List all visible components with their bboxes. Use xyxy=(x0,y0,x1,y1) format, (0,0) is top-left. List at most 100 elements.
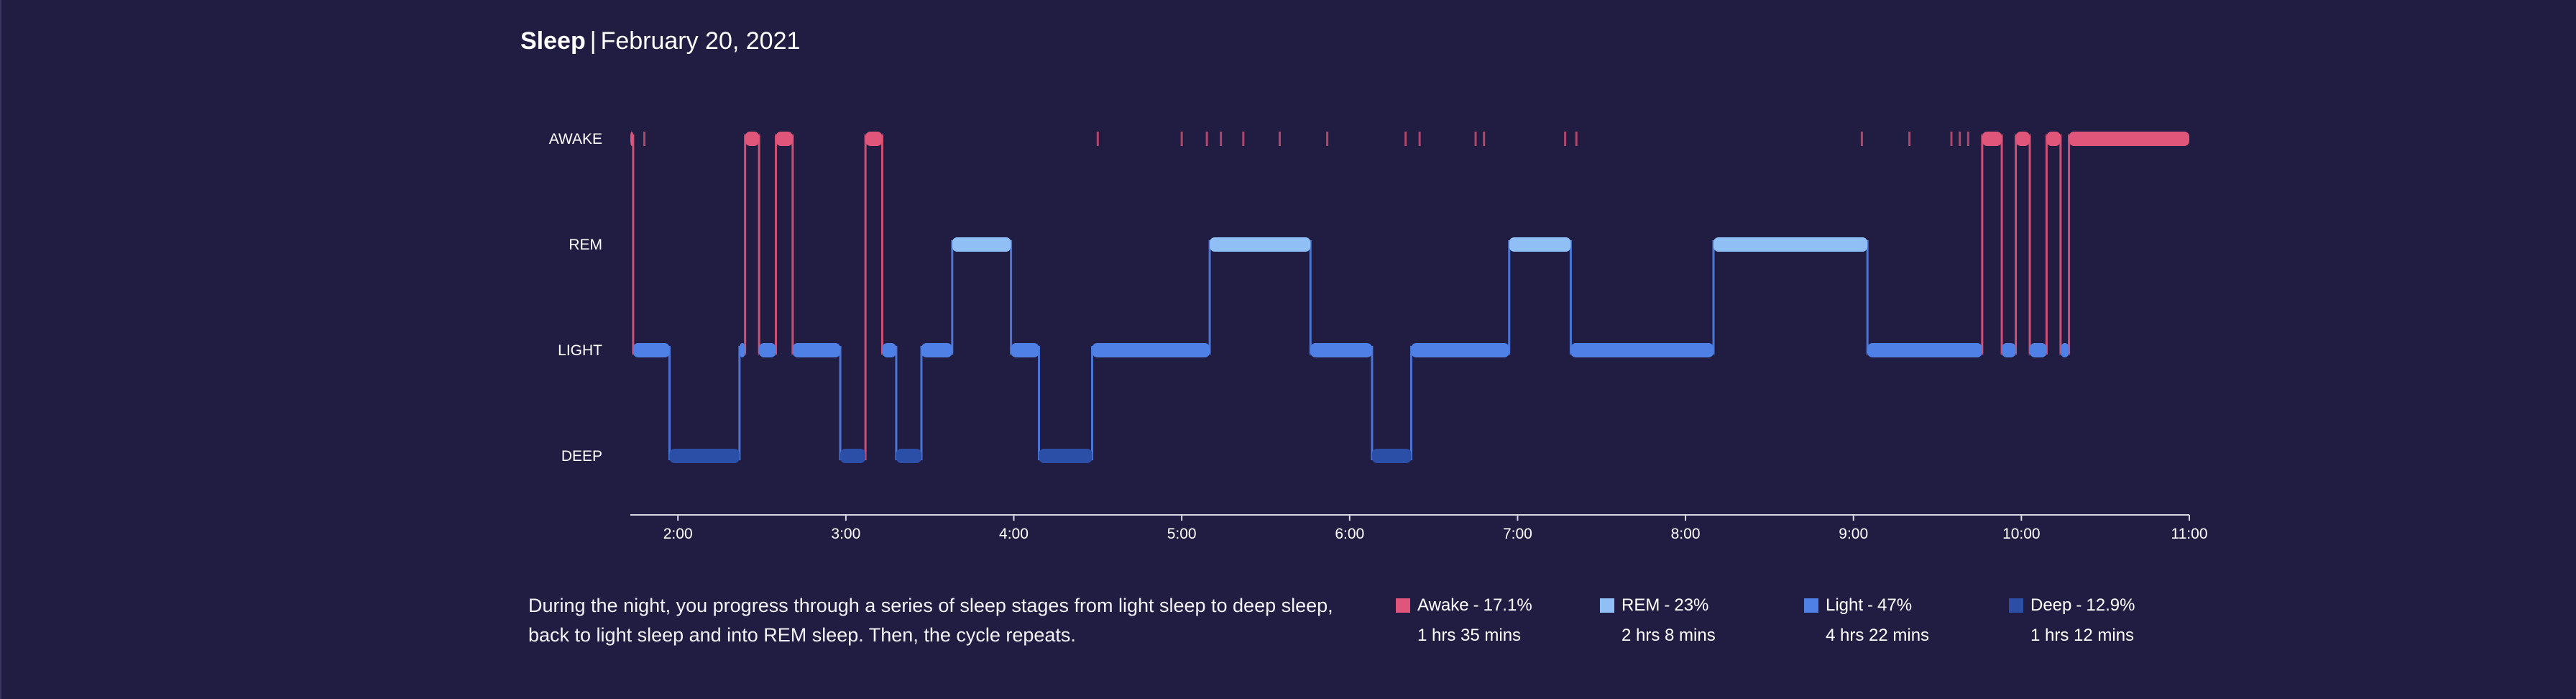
stage-transition xyxy=(951,240,954,355)
page-title: Sleep | February 20, 2021 xyxy=(520,27,800,55)
segment-light xyxy=(759,343,776,357)
brief-awakening-mark xyxy=(1950,132,1953,146)
sleep-stage-chart: AWAKE REM LIGHT DEEP 2:00 3:00 4:00 5:00 6:00 7:… xyxy=(549,131,2208,542)
x-tick-label: 11:00 xyxy=(2171,526,2208,542)
stage-label-rem: REM xyxy=(569,237,602,253)
brief-awakening-mark xyxy=(1908,132,1911,146)
brief-awakening-mark xyxy=(643,132,645,146)
legend-name: Light xyxy=(1826,595,1864,615)
brief-awakening-mark xyxy=(1575,132,1578,146)
legend-row: Light -47% xyxy=(1804,595,1991,616)
segment-awake xyxy=(2069,132,2189,146)
segment-rem xyxy=(952,237,1011,252)
stage-transition xyxy=(1309,240,1312,355)
stage-transition xyxy=(668,346,671,460)
segment-light xyxy=(1310,343,1372,357)
segment-rem xyxy=(1714,237,1868,252)
sleep-description: During the night, you progress through a… xyxy=(528,595,1333,646)
legend-duration: 1 hrs 35 mins xyxy=(1417,626,1522,645)
segment-light xyxy=(2030,343,2047,357)
stage-transition xyxy=(1091,346,1094,460)
segment-light xyxy=(2060,343,2069,357)
legend-duration: 1 hrs 12 mins xyxy=(2030,626,2135,645)
stage-transition xyxy=(791,134,794,355)
segment-light xyxy=(1867,343,1982,357)
segment-rem xyxy=(1509,237,1571,252)
legend-row: Deep -12.9% xyxy=(2009,595,2196,616)
stage-label-awake: AWAKE xyxy=(549,131,602,147)
legend-name: Deep xyxy=(2030,595,2072,615)
brief-awakening-mark xyxy=(1959,132,1961,146)
stage-transition xyxy=(2068,134,2071,355)
stage-transition xyxy=(1569,240,1572,355)
brief-awakening-mark xyxy=(1180,132,1183,146)
segment-awake xyxy=(2046,132,2061,146)
segment-awake xyxy=(1982,132,2002,146)
x-tick-label: 10:00 xyxy=(2002,526,2041,542)
legend-duration: 4 hrs 22 mins xyxy=(1826,626,1930,645)
segment-light xyxy=(2002,343,2016,357)
legend-percent: 47% xyxy=(1877,595,1913,615)
segment-awake xyxy=(745,132,760,146)
stage-transition xyxy=(1010,240,1013,355)
stage-labels: AWAKE REM LIGHT DEEP xyxy=(549,131,602,465)
legend-swatch xyxy=(1600,598,1614,613)
legend-duration: 2 hrs 8 mins xyxy=(1622,626,1716,645)
title-separator: | xyxy=(589,27,597,55)
x-tick-label: 9:00 xyxy=(1839,526,1868,542)
segment-light xyxy=(632,343,670,357)
stage-transition xyxy=(1981,134,1984,355)
segment-light xyxy=(882,343,896,357)
stage-transition xyxy=(1409,346,1412,460)
brief-awakening-mark xyxy=(1418,132,1421,146)
segment-light xyxy=(1570,343,1714,357)
segment-deep xyxy=(1371,449,1412,463)
legend-item-light: Light -47% 4 hrs 22 mins xyxy=(1804,595,1991,646)
segment-deep xyxy=(840,449,866,463)
segment-light xyxy=(1011,343,1039,357)
brief-awakening-mark xyxy=(1564,132,1567,146)
legend-percent: 17.1% xyxy=(1483,595,1532,615)
x-tick-label: 2:00 xyxy=(663,526,693,542)
stage-transition xyxy=(1866,240,1869,355)
stage-transition xyxy=(895,346,898,460)
brief-awakening-mark xyxy=(1966,132,1969,146)
segment-light xyxy=(739,343,745,357)
brief-awakening-mark xyxy=(1096,132,1099,146)
legend-row: REM -23% xyxy=(1600,595,1787,616)
legend-swatch xyxy=(2009,598,2023,613)
x-axis-ticks: 2:00 3:00 4:00 5:00 6:00 7:00 8:00 9:00 10:00 11:… xyxy=(663,515,2208,542)
segment-light xyxy=(1411,343,1509,357)
brief-awakening-mark xyxy=(1404,132,1407,146)
segment-deep xyxy=(896,449,921,463)
stage-transition xyxy=(774,134,777,355)
stage-transition xyxy=(920,346,923,460)
stage-transition xyxy=(2028,134,2031,355)
stage-transition xyxy=(1712,240,1715,355)
legend-dash: - xyxy=(1473,595,1479,615)
stage-transition xyxy=(632,134,635,355)
x-tick-label: 3:00 xyxy=(831,526,860,542)
stage-transition xyxy=(864,134,867,460)
x-tick-label: 4:00 xyxy=(999,526,1029,542)
legend-swatch xyxy=(1396,598,1410,613)
segment-awake xyxy=(776,132,793,146)
x-tick-label: 6:00 xyxy=(1335,526,1364,542)
brief-awakening-mark xyxy=(1220,132,1223,146)
title-date: February 20, 2021 xyxy=(600,27,801,55)
stage-transition xyxy=(2045,134,2048,355)
legend-item-awake: Awake -17.1% 1 hrs 35 mins xyxy=(1396,595,1583,646)
legend-name: REM xyxy=(1622,595,1660,615)
segment-rem xyxy=(1210,237,1311,252)
brief-awakening-mark xyxy=(1205,132,1208,146)
segment-light xyxy=(1092,343,1210,357)
stage-transition xyxy=(2059,134,2062,355)
stage-transition xyxy=(1508,240,1511,355)
segment-deep xyxy=(669,449,740,463)
stage-transition xyxy=(738,346,741,460)
stage-transition xyxy=(1371,346,1374,460)
x-tick-label: 8:00 xyxy=(1671,526,1701,542)
stage-transition xyxy=(2000,134,2003,355)
legend-name: Awake xyxy=(1417,595,1469,615)
